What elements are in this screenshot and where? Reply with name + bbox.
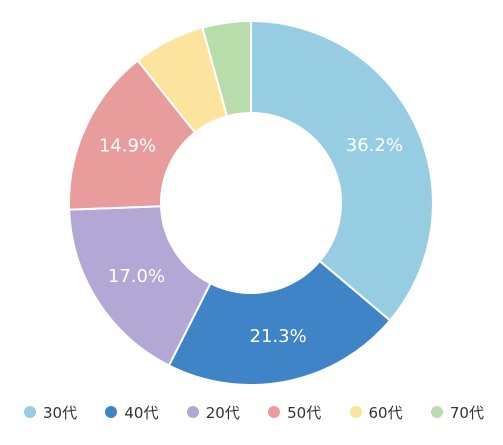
legend-label-60s: 60代	[368, 403, 403, 422]
legend-label-70s: 70代	[449, 403, 484, 422]
legend-item-40s: 40代	[105, 402, 158, 423]
donut-chart: 36.2% 21.3% 17.0% 14.9%	[68, 19, 434, 386]
slice-label-20s: 17.0%	[108, 266, 165, 287]
slice-label-40s: 21.3%	[250, 326, 307, 347]
legend-label-30s: 30代	[43, 403, 78, 422]
legend-item-50s: 50代	[268, 402, 321, 423]
slice-40s	[167, 259, 392, 386]
legend-swatch-20s	[186, 406, 199, 418]
legend-swatch-70s	[430, 406, 443, 418]
legend-swatch-50s	[268, 406, 281, 418]
legend-label-20s: 20代	[205, 403, 240, 422]
legend: 30代 40代 20代 50代 60代 70代	[24, 400, 484, 424]
legend-item-60s: 60代	[349, 402, 403, 423]
slice-50s	[68, 59, 197, 211]
legend-item-70s: 70代	[430, 402, 484, 423]
slice-label-30s: 36.2%	[346, 135, 403, 156]
slice-30s	[250, 19, 434, 322]
slice-label-50s: 14.9%	[99, 136, 156, 157]
legend-swatch-30s	[24, 406, 36, 418]
legend-item-20s: 20代	[186, 402, 240, 423]
slice-20s	[68, 205, 212, 367]
legend-swatch-60s	[349, 406, 362, 418]
legend-label-40s: 40代	[124, 403, 159, 422]
legend-item-30s: 30代	[24, 402, 77, 423]
legend-label-50s: 50代	[287, 403, 322, 422]
slice-70s	[201, 19, 252, 118]
legend-swatch-40s	[105, 406, 118, 418]
